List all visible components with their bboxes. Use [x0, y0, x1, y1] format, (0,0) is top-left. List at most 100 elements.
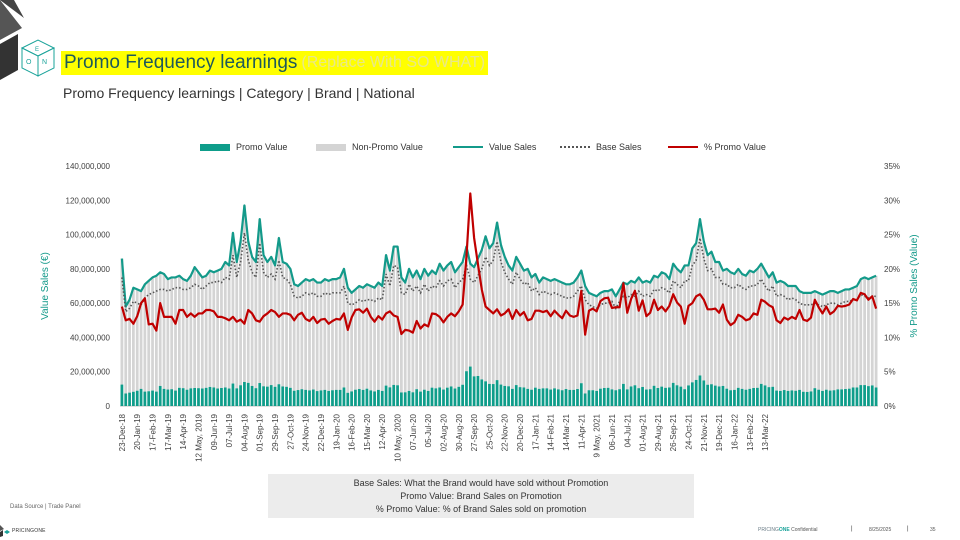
bar-non-promo-value: [610, 289, 614, 390]
bar-non-promo-value: [790, 286, 794, 391]
bar-promo-value: [779, 390, 782, 406]
bar-promo-value: [304, 389, 308, 406]
bar-promo-value: [434, 388, 438, 406]
bar-non-promo-value: [120, 258, 124, 385]
bar-non-promo-value: [158, 272, 162, 386]
bar-non-promo-value: [365, 284, 369, 389]
cube-logo-icon: O N E: [0, 0, 56, 80]
bar-non-promo-value: [415, 270, 419, 390]
x-tick-label: 17-Feb-19: [149, 413, 158, 450]
bar-non-promo-value: [645, 280, 648, 390]
bar-promo-value: [422, 389, 426, 406]
bar-promo-value: [572, 389, 576, 406]
svg-text:O: O: [26, 59, 32, 66]
bar-promo-value: [713, 385, 717, 406]
bar-non-promo-value: [212, 272, 216, 388]
bar-non-promo-value: [514, 256, 518, 386]
x-tick-label: 17-Jan-21: [531, 413, 540, 450]
bar-non-promo-value: [706, 255, 710, 385]
bar-non-promo-value: [533, 274, 537, 388]
bar-non-promo-value: [220, 268, 223, 388]
bar-promo-value: [545, 388, 549, 406]
bar-non-promo-value: [664, 274, 667, 388]
bar-promo-value: [484, 381, 487, 406]
bar-promo-value: [269, 385, 273, 406]
bar-promo-value: [300, 389, 304, 406]
bar-non-promo-value: [185, 280, 189, 390]
bar-non-promo-value: [193, 267, 197, 388]
bar-non-promo-value: [461, 262, 465, 385]
bar-promo-value: [794, 390, 798, 406]
bar-promo-value: [472, 376, 476, 406]
bar-promo-value: [832, 390, 836, 406]
bar-non-promo-value: [488, 248, 491, 384]
x-tick-label: 15-Mar-20: [363, 413, 372, 450]
legend-label-base-sales: Base Sales: [596, 142, 642, 152]
line-base-sales: [121, 232, 877, 314]
bar-non-promo-value: [568, 284, 572, 390]
bar-non-promo-value: [132, 287, 135, 392]
bar-promo-value: [560, 390, 564, 406]
bar-promo-value: [465, 371, 468, 406]
bar-non-promo-value: [288, 268, 292, 388]
bar-promo-value: [874, 387, 878, 406]
bar-non-promo-value: [243, 205, 246, 382]
bar-promo-value: [568, 389, 572, 406]
bar-promo-value: [859, 385, 863, 406]
bar-promo-value: [824, 389, 828, 406]
bar-promo-value: [507, 386, 510, 406]
x-tick-label: 27-Oct-19: [286, 413, 295, 449]
y-axis-title: Value Sales (€): [40, 252, 51, 320]
bar-promo-value: [671, 382, 675, 406]
bar-non-promo-value: [863, 277, 866, 386]
bar-non-promo-value: [629, 280, 633, 387]
bar-non-promo-value: [690, 248, 694, 383]
footer-logo-text: PRICINGONE: [12, 528, 46, 534]
bar-non-promo-value: [801, 292, 805, 392]
bar-non-promo-value: [537, 282, 541, 389]
bar-non-promo-value: [285, 263, 288, 387]
y2-tick-label: 25%: [884, 231, 900, 240]
bar-promo-value: [231, 383, 235, 406]
footer-separator-2: |: [907, 526, 909, 532]
bar-non-promo-value: [495, 222, 499, 381]
bar-promo-value: [158, 385, 162, 406]
bar-non-promo-value: [821, 294, 824, 391]
bar-non-promo-value: [388, 270, 392, 388]
bar-promo-value: [147, 391, 151, 406]
line-promo-pct: [120, 192, 878, 336]
bar-non-promo-value: [564, 284, 568, 390]
bar-promo-value: [855, 387, 859, 406]
bar-promo-value: [239, 385, 242, 406]
bar-promo-value: [706, 384, 710, 406]
svg-text:N: N: [42, 59, 47, 66]
bar-promo-value: [656, 388, 660, 406]
y2-tick-label: 10%: [884, 333, 900, 342]
bar-promo-value: [767, 387, 771, 406]
bar-non-promo-value: [595, 296, 598, 391]
bar-promo-value: [583, 393, 587, 406]
bar-promo-value: [488, 383, 491, 406]
bar-promo-value: [514, 385, 518, 406]
bar-non-promo-value: [832, 291, 836, 391]
footer-date: 8/25/2025: [869, 527, 892, 533]
bar-non-promo-value: [411, 277, 415, 393]
svg-text:E: E: [35, 47, 39, 53]
bar-promo-value: [407, 390, 411, 406]
bar-non-promo-value: [736, 268, 740, 388]
bar-non-promo-value: [671, 263, 675, 383]
bar-non-promo-value: [403, 282, 407, 393]
bar-non-promo-value: [357, 286, 361, 390]
bar-promo-value: [675, 385, 679, 406]
bar-non-promo-value: [828, 291, 832, 391]
bar-promo-value: [759, 383, 763, 406]
bar-non-promo-value: [553, 279, 556, 389]
bar-non-promo-value: [338, 277, 342, 390]
bar-promo-value: [556, 389, 560, 406]
bar-non-promo-value: [457, 267, 461, 387]
bar-non-promo-value: [189, 275, 193, 389]
bar-non-promo-value: [227, 265, 231, 389]
bar-promo-value: [384, 385, 388, 406]
bar-non-promo-value: [602, 291, 606, 388]
bar-non-promo-value: [315, 282, 319, 392]
